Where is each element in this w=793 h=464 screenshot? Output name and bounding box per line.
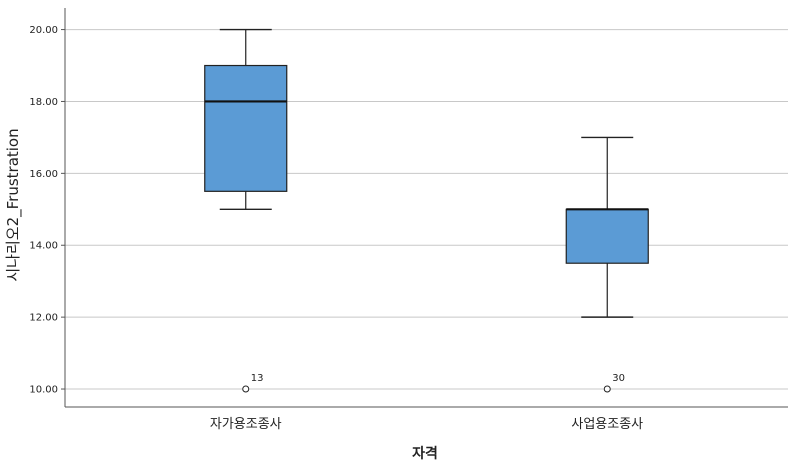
- outlier-label: 13: [251, 373, 264, 384]
- y-tick-label: 16.00: [29, 169, 58, 180]
- x-category-label: 사업용조종사: [571, 417, 643, 432]
- box-group: 13: [204, 28, 288, 393]
- y-tick-label: 10.00: [29, 385, 58, 396]
- gridlines: [65, 29, 788, 390]
- y-tick-label: 14.00: [29, 241, 58, 252]
- x-axis-categories: 자가용조종사 사업용조종사: [210, 417, 643, 432]
- iqr-box: [565, 208, 649, 264]
- y-tick-label: 18.00: [29, 97, 58, 108]
- box-group: 30: [565, 136, 649, 393]
- x-axis-title: 자격: [412, 445, 438, 462]
- y-tick-label: 12.00: [29, 313, 58, 324]
- boxes: 13 30: [204, 28, 649, 393]
- iqr-box: [204, 64, 288, 192]
- y-axis-ticks: 10.00 12.00 14.00 16.00 18.00 20.00: [29, 25, 65, 396]
- outlier-point: [242, 385, 250, 393]
- x-category-label: 자가용조종사: [210, 417, 282, 432]
- outlier-label: 30: [612, 373, 625, 384]
- y-tick-label: 20.00: [29, 25, 58, 36]
- y-axis-title: 시나리오2_Frustration: [4, 128, 23, 281]
- outlier-point: [603, 385, 611, 393]
